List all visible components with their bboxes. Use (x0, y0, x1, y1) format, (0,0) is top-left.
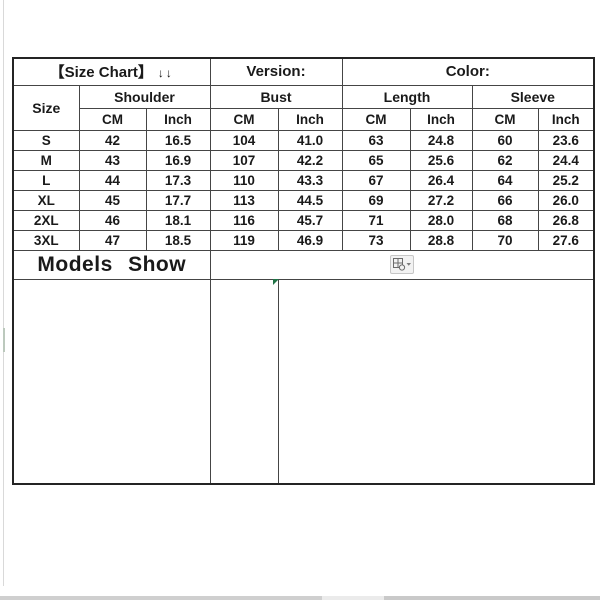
size-label: 2XL (12, 209, 80, 231)
value-cell: 28.0 (409, 209, 473, 231)
value-cell: 47 (78, 229, 147, 251)
models-photo-cell-left (12, 278, 211, 485)
value-cell: 44 (78, 169, 147, 191)
value-cell: 16.9 (145, 149, 211, 171)
value-cell: 60 (471, 129, 539, 151)
value-cell: 17.7 (145, 189, 211, 211)
table-row-size-xl: XL 45 17.7 113 44.5 69 27.2 66 26.0 (12, 189, 595, 211)
bottom-edge-artifact-left (0, 596, 322, 600)
value-cell: 68 (471, 209, 539, 231)
size-chart-title-cell: 【Size Chart】 ↓↓ (12, 57, 211, 86)
value-cell: 46.9 (277, 229, 343, 251)
unit-header-cm: CM (471, 107, 539, 131)
value-cell: 27.2 (409, 189, 473, 211)
value-cell: 41.0 (277, 129, 343, 151)
cell-selection-corner (273, 279, 279, 285)
table-row-units: CM Inch CM Inch CM Inch CM Inch (13, 107, 595, 131)
table-row-models-area (12, 278, 595, 485)
table-row-size-l: L 44 17.3 110 43.3 67 26.4 64 25.2 (12, 169, 595, 191)
table-options-icon[interactable] (389, 255, 414, 274)
value-cell: 26.4 (409, 169, 473, 191)
unit-header-inch: Inch (537, 107, 595, 131)
unit-header-inch: Inch (277, 107, 343, 131)
group-header-length: Length (341, 84, 473, 109)
value-cell: 65 (341, 149, 411, 171)
table-row-size-m: M 43 16.9 107 42.2 65 25.6 62 24.4 (12, 149, 595, 171)
table-row-models-show: Models Show (12, 249, 595, 280)
value-cell: 24.4 (537, 149, 595, 171)
value-cell: 107 (209, 149, 279, 171)
table-row-size-3xl: 3XL 47 18.5 119 46.9 73 28.8 70 27.6 (12, 229, 595, 251)
value-cell: 62 (471, 149, 539, 171)
value-cell: 73 (341, 229, 411, 251)
models-photo-cell-middle (209, 278, 279, 485)
left-edge-artifact-line (3, 0, 4, 586)
unit-header-inch: Inch (145, 107, 211, 131)
size-chart-title: 【Size Chart】 (49, 64, 153, 82)
size-label: L (12, 169, 80, 191)
value-cell: 43.3 (277, 169, 343, 191)
size-label: S (12, 129, 80, 151)
value-cell: 25.2 (537, 169, 595, 191)
value-cell: 26.8 (537, 209, 595, 231)
value-cell: 44.5 (277, 189, 343, 211)
size-label: M (12, 149, 80, 171)
value-cell: 23.6 (537, 129, 595, 151)
unit-header-cm: CM (78, 107, 147, 131)
table-row-groups: Size Shoulder Bust Length Sleeve (12, 84, 595, 131)
value-cell: 45.7 (277, 209, 343, 231)
unit-header-inch: Inch (409, 107, 473, 131)
value-cell: 113 (209, 189, 279, 211)
value-cell: 25.6 (409, 149, 473, 171)
value-cell: 42 (78, 129, 147, 151)
value-cell: 69 (341, 189, 411, 211)
size-chart-table: 【Size Chart】 ↓↓ Version: Color: Size Shou… (12, 57, 596, 485)
value-cell: 26.0 (537, 189, 595, 211)
value-cell: 71 (341, 209, 411, 231)
bottom-edge-artifact-middle (322, 596, 384, 600)
version-label-cell: Version: (209, 57, 343, 86)
value-cell: 16.5 (145, 129, 211, 151)
value-cell: 64 (471, 169, 539, 191)
table-row-size-s: S 42 16.5 104 41.0 63 24.8 60 23.6 (12, 129, 595, 151)
unit-header-cm: CM (341, 107, 411, 131)
value-cell: 116 (209, 209, 279, 231)
value-cell: 18.1 (145, 209, 211, 231)
table-row-titles: 【Size Chart】 ↓↓ Version: Color: (12, 57, 595, 86)
value-cell: 18.5 (145, 229, 211, 251)
value-cell: 24.8 (409, 129, 473, 151)
value-cell: 42.2 (277, 149, 343, 171)
value-cell: 27.6 (537, 229, 595, 251)
table-row-size-2xl: 2XL 46 18.1 116 45.7 71 28.0 68 26.8 (12, 209, 595, 231)
value-cell: 70 (471, 229, 539, 251)
bottom-edge-artifact-right (384, 596, 600, 600)
value-cell: 45 (78, 189, 147, 211)
value-cell: 104 (209, 129, 279, 151)
down-arrows-icon: ↓↓ (157, 66, 174, 81)
size-column-header: Size (12, 84, 80, 131)
value-cell: 43 (78, 149, 147, 171)
value-cell: 119 (209, 229, 279, 251)
group-header-shoulder: Shoulder (78, 84, 211, 109)
value-cell: 66 (471, 189, 539, 211)
value-cell: 67 (341, 169, 411, 191)
group-header-bust: Bust (209, 84, 343, 109)
value-cell: 63 (341, 129, 411, 151)
size-label: 3XL (12, 229, 80, 251)
group-header-sleeve: Sleeve (471, 84, 595, 109)
value-cell: 28.8 (409, 229, 473, 251)
color-label-cell: Color: (341, 57, 595, 86)
size-label: XL (12, 189, 80, 211)
value-cell: 110 (209, 169, 279, 191)
models-show-toolbar-cell (209, 249, 595, 280)
models-show-title: Models Show (12, 249, 211, 280)
unit-header-cm: CM (209, 107, 279, 131)
models-photo-cell-right (277, 278, 595, 485)
left-edge-green-artifact (3, 328, 5, 352)
value-cell: 17.3 (145, 169, 211, 191)
value-cell: 46 (78, 209, 147, 231)
